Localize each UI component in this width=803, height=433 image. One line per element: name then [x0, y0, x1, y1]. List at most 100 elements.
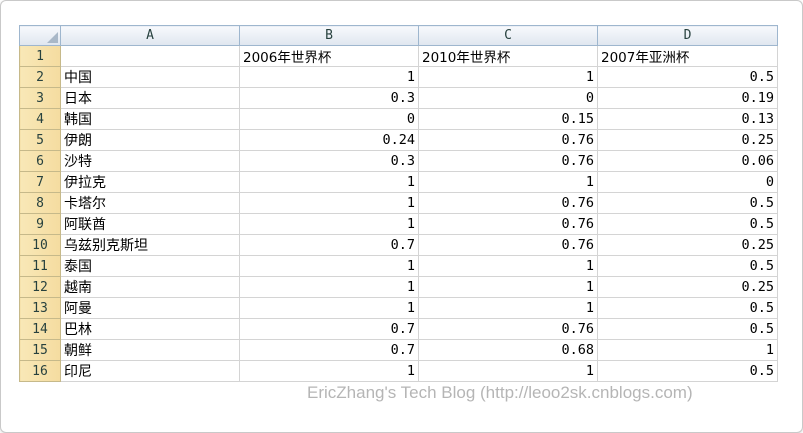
table-row: 9 阿联酋 1 0.76 0.5 [19, 213, 778, 235]
row-header[interactable]: 2 [19, 66, 61, 88]
cell[interactable]: 1 [418, 297, 598, 319]
row-header[interactable]: 12 [19, 276, 61, 298]
cell[interactable]: 0.76 [418, 234, 598, 256]
cell[interactable]: 朝鲜 [60, 339, 240, 361]
cell[interactable]: 1 [418, 171, 598, 193]
cell[interactable]: 0.76 [418, 213, 598, 235]
cell[interactable]: 伊朗 [60, 129, 240, 151]
cell[interactable]: 0.25 [597, 129, 778, 151]
cell[interactable]: 0.7 [239, 234, 419, 256]
row-header[interactable]: 10 [19, 234, 61, 256]
cell[interactable]: 0.25 [597, 276, 778, 298]
row-header[interactable]: 14 [19, 318, 61, 340]
cell[interactable]: 0.68 [418, 339, 598, 361]
row-header[interactable]: 8 [19, 192, 61, 214]
cell[interactable]: 0.7 [239, 318, 419, 340]
column-header-b[interactable]: B [239, 25, 419, 46]
cell[interactable]: 韩国 [60, 108, 240, 130]
cell[interactable] [60, 45, 240, 67]
cell[interactable]: 1 [239, 213, 419, 235]
cell[interactable]: 0.76 [418, 150, 598, 172]
cell[interactable]: 1 [239, 297, 419, 319]
cell[interactable]: 1 [597, 339, 778, 361]
row-header[interactable]: 7 [19, 171, 61, 193]
cell[interactable]: 中国 [60, 66, 240, 88]
cell[interactable]: 1 [418, 276, 598, 298]
cell[interactable]: 0.06 [597, 150, 778, 172]
cell[interactable]: 0.5 [597, 255, 778, 277]
cell[interactable]: 阿联酋 [60, 213, 240, 235]
cell[interactable]: 0.3 [239, 150, 419, 172]
row-header[interactable]: 16 [19, 360, 61, 382]
table-row: 8 卡塔尔 1 0.76 0.5 [19, 192, 778, 214]
row-header[interactable]: 13 [19, 297, 61, 319]
cell[interactable]: 越南 [60, 276, 240, 298]
cell[interactable]: 印尼 [60, 360, 240, 382]
cell[interactable]: 0.24 [239, 129, 419, 151]
cell[interactable]: 1 [239, 360, 419, 382]
column-header-d[interactable]: D [597, 25, 778, 46]
column-header-row: A B C D [19, 25, 778, 46]
row-header[interactable]: 9 [19, 213, 61, 235]
table-row: 4 韩国 0 0.15 0.13 [19, 108, 778, 130]
cell[interactable]: 0.13 [597, 108, 778, 130]
cell[interactable]: 泰国 [60, 255, 240, 277]
cell[interactable]: 沙特 [60, 150, 240, 172]
table-row: 1 2006年世界杯 2010年世界杯 2007年亚洲杯 [19, 45, 778, 67]
cell[interactable]: 2007年亚洲杯 [597, 45, 778, 67]
table-row: 13 阿曼 1 1 0.5 [19, 297, 778, 319]
cell[interactable]: 1 [418, 255, 598, 277]
cell[interactable]: 乌兹别克斯坦 [60, 234, 240, 256]
row-header[interactable]: 11 [19, 255, 61, 277]
cell[interactable]: 0.19 [597, 87, 778, 109]
column-header-a[interactable]: A [60, 25, 240, 46]
cell[interactable]: 0 [239, 108, 419, 130]
cell[interactable]: 2006年世界杯 [239, 45, 419, 67]
cell[interactable]: 卡塔尔 [60, 192, 240, 214]
cell[interactable]: 1 [239, 276, 419, 298]
cell[interactable]: 0.5 [597, 213, 778, 235]
table-row: 16 印尼 1 1 0.5 [19, 360, 778, 382]
select-all-corner[interactable] [19, 25, 61, 46]
cell[interactable]: 0.5 [597, 318, 778, 340]
cell[interactable]: 0.5 [597, 66, 778, 88]
column-header-c[interactable]: C [418, 25, 598, 46]
cell[interactable]: 0.76 [418, 192, 598, 214]
table-row: 12 越南 1 1 0.25 [19, 276, 778, 298]
cell[interactable]: 0.25 [597, 234, 778, 256]
row-header[interactable]: 15 [19, 339, 61, 361]
cell[interactable]: 1 [239, 255, 419, 277]
cell[interactable]: 伊拉克 [60, 171, 240, 193]
cell[interactable]: 0.7 [239, 339, 419, 361]
cell[interactable]: 0.76 [418, 318, 598, 340]
row-header[interactable]: 6 [19, 150, 61, 172]
select-all-triangle-icon [47, 32, 58, 43]
cell[interactable]: 1 [239, 192, 419, 214]
row-header[interactable]: 3 [19, 87, 61, 109]
table-row: 5 伊朗 0.24 0.76 0.25 [19, 129, 778, 151]
row-header[interactable]: 5 [19, 129, 61, 151]
cell[interactable]: 1 [418, 360, 598, 382]
cell[interactable]: 0.5 [597, 192, 778, 214]
cell[interactable]: 0.76 [418, 129, 598, 151]
row-header[interactable]: 1 [19, 45, 61, 67]
cell[interactable]: 0.5 [597, 360, 778, 382]
row-header[interactable]: 4 [19, 108, 61, 130]
cell[interactable]: 日本 [60, 87, 240, 109]
table-row: 10 乌兹别克斯坦 0.7 0.76 0.25 [19, 234, 778, 256]
cell[interactable]: 2010年世界杯 [418, 45, 598, 67]
cell[interactable]: 0.5 [597, 297, 778, 319]
table-row: 7 伊拉克 1 1 0 [19, 171, 778, 193]
cell[interactable]: 0.3 [239, 87, 419, 109]
cell[interactable]: 1 [239, 171, 419, 193]
cell[interactable]: 1 [239, 66, 419, 88]
spreadsheet-grid: A B C D 1 2006年世界杯 2010年世界杯 2007年亚洲杯 2 中国… [19, 25, 778, 382]
cell[interactable]: 0 [418, 87, 598, 109]
cell[interactable]: 0 [597, 171, 778, 193]
cell[interactable]: 阿曼 [60, 297, 240, 319]
cell[interactable]: 巴林 [60, 318, 240, 340]
cell[interactable]: 0.15 [418, 108, 598, 130]
cell[interactable]: 1 [418, 66, 598, 88]
table-row: 14 巴林 0.7 0.76 0.5 [19, 318, 778, 340]
